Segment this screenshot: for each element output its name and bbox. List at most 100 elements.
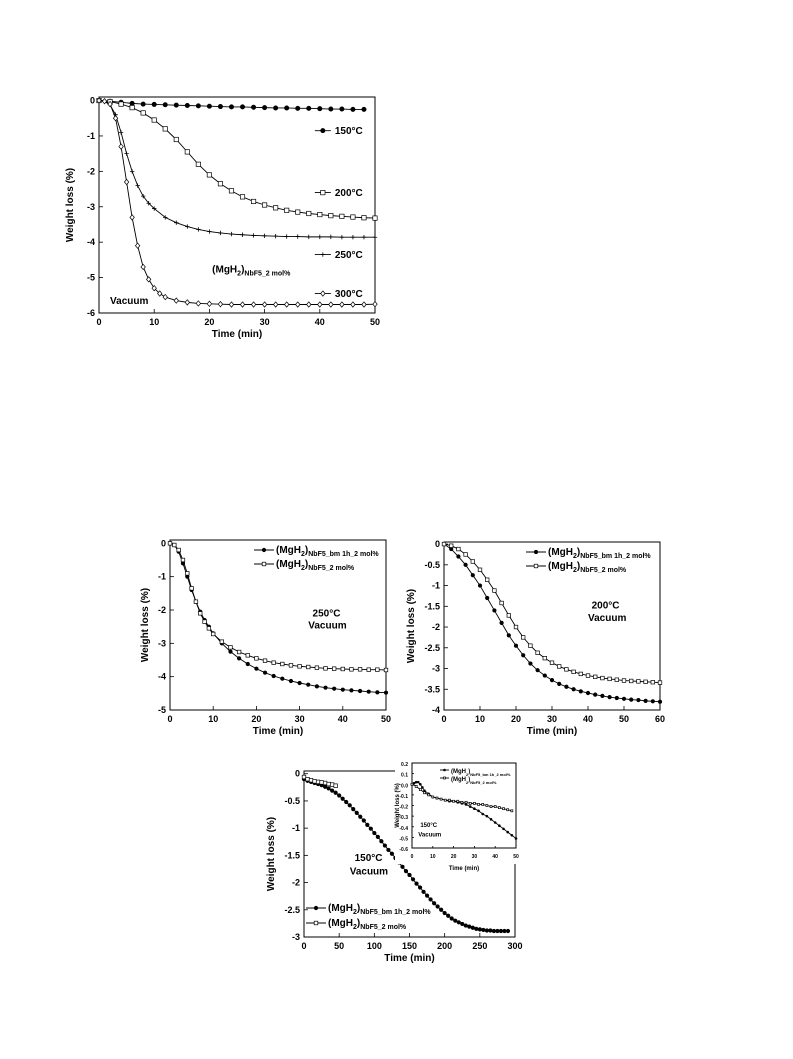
data-point: [375, 667, 380, 672]
data-point: [239, 301, 246, 308]
data-point: [239, 194, 246, 200]
annotation: Vacuum: [588, 613, 626, 624]
data-point: [464, 800, 468, 804]
y-tick-label: 0.1: [401, 773, 408, 779]
data-point: [643, 698, 648, 703]
data-point: [446, 913, 451, 918]
data-point: [152, 206, 157, 211]
data-point: [184, 102, 190, 108]
x-tick-label: 50: [370, 317, 380, 327]
data-point: [317, 301, 323, 308]
data-point: [323, 784, 328, 789]
y-tick-label: -0.2: [399, 805, 408, 811]
data-point: [470, 573, 475, 578]
x-axis-label: Time (min): [384, 953, 434, 964]
data-point: [578, 689, 583, 694]
y-tick-label: 0: [161, 538, 166, 548]
data-point: [254, 656, 259, 661]
y-tick-label: 0.2: [401, 762, 408, 768]
data-point: [464, 803, 468, 806]
x-axis-label: Time (min): [212, 329, 262, 340]
data-point: [333, 790, 338, 795]
data-point: [593, 692, 598, 697]
data-point: [129, 105, 135, 111]
data-point: [237, 656, 242, 661]
data-point: [485, 577, 490, 582]
data-point: [456, 554, 461, 559]
data-point: [474, 926, 479, 931]
x-tick-label: 30: [472, 854, 478, 860]
data-point: [535, 668, 540, 673]
data-point: [151, 285, 157, 292]
data-point: [96, 97, 102, 104]
data-point: [135, 183, 140, 188]
data-point: [219, 639, 224, 644]
series-label: 250°C: [335, 250, 363, 261]
data-point: [229, 231, 234, 237]
y-tick-label: -2: [432, 622, 440, 632]
data-point: [206, 103, 212, 109]
data-point: [585, 690, 591, 696]
data-point: [198, 611, 203, 616]
inset-chart: 0 10 20 30 40 50 0.2 0.1 0.0 -0.1 -0.2 -0.3 -0.4 -0.5…: [395, 758, 520, 872]
data-point: [173, 136, 179, 143]
y-tick-label: -2: [158, 605, 166, 615]
x-tick-label: 200: [437, 941, 452, 951]
data-point: [273, 205, 279, 211]
data-point: [162, 293, 168, 301]
data-point: [107, 100, 113, 108]
data-point: [146, 201, 151, 206]
data-point: [240, 232, 245, 237]
data-point: [502, 827, 505, 831]
series-2: 250°C: [96, 98, 378, 261]
plot-group: 0 10 20 30 40 50 0 -1 -2 -3 -4 -5 Time (min) Weight l…: [140, 538, 391, 737]
data-point: [328, 301, 334, 308]
annotation: Vacuum: [350, 866, 388, 877]
data-point: [271, 673, 276, 679]
data-point: [173, 102, 179, 108]
data-point: [650, 680, 655, 685]
data-point: [339, 106, 345, 112]
data-point: [477, 583, 483, 588]
data-point: [564, 667, 569, 672]
data-point: [323, 666, 328, 671]
x-tick-label: 150: [402, 941, 417, 951]
y-tick-label: -4: [87, 237, 95, 247]
data-point: [314, 665, 320, 670]
data-point: [535, 650, 540, 655]
data-point: [477, 809, 480, 813]
y-tick-label: -2.5: [284, 905, 300, 915]
data-point: [202, 619, 207, 624]
data-point: [421, 889, 426, 894]
plot-frame: [98, 96, 376, 314]
data-point: [349, 688, 354, 693]
y-axis-label: Weight loss (%): [140, 588, 151, 662]
x-tick-label: 0: [441, 714, 446, 724]
legend-marker: [533, 549, 539, 555]
data-point: [521, 635, 526, 640]
y-tick-label: 0.0: [401, 783, 408, 789]
data-point: [498, 824, 501, 827]
data-point: [251, 233, 256, 238]
series-1: (MgH2)NbF5_2 mol%: [301, 774, 407, 931]
data-point: [206, 172, 212, 178]
data-point: [326, 786, 331, 791]
data-point: [506, 808, 510, 812]
data-point: [383, 667, 389, 673]
data-point: [593, 674, 598, 679]
data-point: [251, 198, 257, 205]
data-point: [361, 235, 367, 240]
x-tick-label: 30: [295, 714, 305, 724]
data-point: [463, 562, 468, 567]
chart-bottom: 0 50 100 150 200 250 3000-0.5-1-1.5-2-2.5-3Tim…: [266, 758, 523, 964]
x-tick-label: 10: [475, 714, 485, 724]
data-point: [350, 214, 356, 220]
y-tick-label: 0: [295, 769, 300, 779]
data-point: [350, 106, 356, 112]
data-point: [333, 783, 338, 788]
data-point: [403, 869, 409, 874]
data-point: [295, 234, 300, 239]
data-point: [361, 215, 367, 221]
y-tick-label: -2: [292, 878, 300, 888]
data-point: [557, 664, 562, 669]
